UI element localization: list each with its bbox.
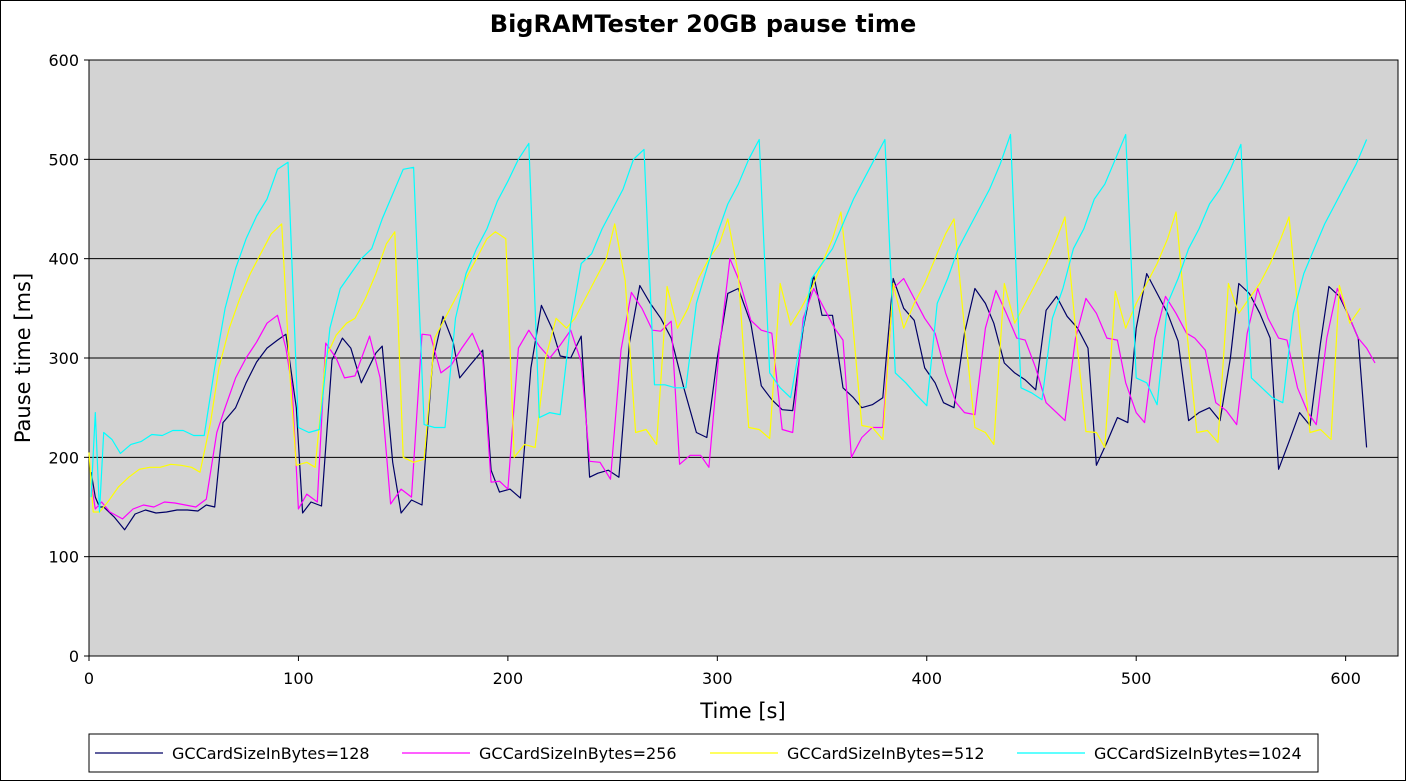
y-tick-label: 600 (48, 51, 79, 70)
y-axis-label: Pause time [ms] (11, 273, 35, 443)
x-axis-label: Time [s] (699, 699, 785, 723)
x-tick-label: 400 (911, 669, 942, 688)
x-tick-label: 0 (84, 669, 94, 688)
x-tick-label: 300 (702, 669, 733, 688)
series-line-3 (88, 211, 1361, 513)
y-tick-label: 100 (48, 548, 79, 567)
x-tick-label: 500 (1121, 669, 1152, 688)
x-tick-label: 200 (493, 669, 524, 688)
y-tick-label: 0 (69, 647, 79, 666)
legend-label-4: GCCardSizeInBytes=1024 (1094, 744, 1302, 763)
legend-label-1: GCCardSizeInBytes=128 (172, 744, 370, 763)
x-tick-label: 100 (283, 669, 314, 688)
chart-title: BigRAMTester 20GB pause time (490, 10, 916, 38)
legend: GCCardSizeInBytes=128 GCCardSizeInBytes=2… (88, 733, 1319, 773)
y-tick-label: 500 (48, 150, 79, 169)
axis-ticks: 0 100 200 300 400 500 600 0 100 200 300 400 500 600 (48, 51, 1360, 688)
x-tick-label: 600 (1330, 669, 1361, 688)
legend-box (88, 733, 1319, 773)
series-layer (88, 133, 1376, 531)
series-line-4 (90, 133, 1368, 513)
y-tick-label: 300 (48, 349, 79, 368)
legend-label-3: GCCardSizeInBytes=512 (787, 744, 985, 763)
legend-label-2: GCCardSizeInBytes=256 (479, 744, 677, 763)
y-tick-label: 200 (48, 448, 79, 467)
y-tick-label: 400 (48, 250, 79, 269)
